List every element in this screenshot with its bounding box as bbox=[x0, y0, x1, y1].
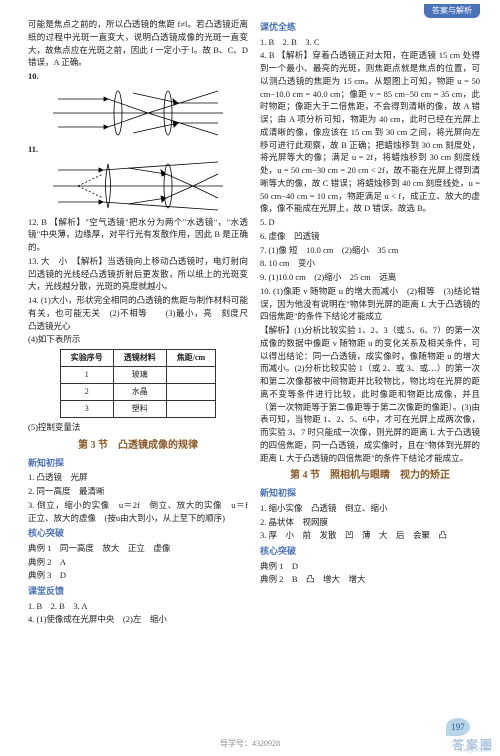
body-text: 典例 3 D bbox=[28, 569, 248, 582]
header-label: 答案与解析 bbox=[424, 4, 480, 18]
body-text: 10. (1)像距 v 随物距 u 的增大而减小 (2)相等 (3)结论错误，因… bbox=[260, 285, 480, 323]
body-text: 4. (1)使像成在光屏中央 (2)左 缩小 bbox=[28, 613, 248, 626]
body-text: 12. B 【解析】"空气透镜"把水分为两个"水透镜"，"水透镜"中央薄，边缘厚… bbox=[28, 216, 248, 254]
body-text: 典例 2 A bbox=[28, 556, 248, 569]
body-text: 4. B 【解析】穿着凸透镜正对太阳，在距透镜 15 cm 处得到一个最小、最亮… bbox=[260, 49, 480, 215]
left-column: 可能是焦点之前的，所以凸透镜的焦距 f≠l。若凸透镜近离纸的过程中光斑一直变大，… bbox=[28, 18, 248, 700]
watermark-sub: MXQE.COM bbox=[457, 747, 490, 756]
body-text: 典例 1 同一高度 放大 正立 虚像 bbox=[28, 542, 248, 555]
body-text: 1. B 2. B 3. A bbox=[28, 600, 248, 613]
experiment-table: 实验序号 透镜材料 焦距/cm 1 玻璃 2 水晶 3 塑料 bbox=[60, 349, 216, 418]
body-text: 3. 厚 小 前 发散 凹 薄 大 后 会聚 凸 bbox=[260, 529, 480, 542]
body-text: 6. 虚像 凹透镜 bbox=[260, 230, 480, 243]
sub-heading: 核心突破 bbox=[260, 545, 480, 559]
body-text: 1. B 2. B 3. C bbox=[260, 36, 480, 49]
sub-heading: 课堂反馈 bbox=[28, 585, 248, 599]
th: 焦距/cm bbox=[166, 350, 215, 367]
body-text: 2. 同一高度 最清晰 bbox=[28, 485, 248, 498]
sub-heading: 课优全练 bbox=[260, 21, 480, 35]
th: 实验序号 bbox=[60, 350, 113, 367]
th: 透镜材料 bbox=[113, 350, 166, 367]
body-text: 典例 2 B 凸 增大 增大 bbox=[260, 573, 480, 586]
td: 1 bbox=[60, 367, 113, 384]
body-text: 13. 大 小 【解析】当透镜向上移动凸透镜时，电灯射向凹透镜的光线经凸透镜折射… bbox=[28, 255, 248, 293]
footer-code: 导学号：4320928 bbox=[0, 738, 500, 750]
td: 2 bbox=[60, 384, 113, 401]
sub-heading: 新知初探 bbox=[260, 487, 480, 501]
page-number: 197 bbox=[446, 718, 470, 736]
td bbox=[166, 384, 215, 401]
td: 玻璃 bbox=[113, 367, 166, 384]
body-text: (5)控制变量法 bbox=[28, 421, 248, 434]
body-text: 8. 10 cm 变小 bbox=[260, 257, 480, 270]
td bbox=[166, 401, 215, 418]
page-content: 可能是焦点之前的，所以凸透镜的焦距 f≠l。若凸透镜近离纸的过程中光斑一直变大，… bbox=[0, 0, 500, 710]
body-text: 【解析】(1)分析比较实验 1、2、3（或 5、6、7）的第一次成像的数据中像距… bbox=[260, 324, 480, 464]
sub-heading: 核心突破 bbox=[28, 527, 248, 541]
right-column: 课优全练 1. B 2. B 3. C 4. B 【解析】穿着凸透镜正对太阳，在… bbox=[260, 18, 480, 700]
td: 3 bbox=[60, 401, 113, 418]
td: 塑料 bbox=[113, 401, 166, 418]
body-text: 9. (1)10.0 cm (2)缩小 25 cm 远离 bbox=[260, 271, 480, 284]
body-text: 14. (1)大小，形状完全相同的凸透镜的焦距与制作材料可能有关，也可能无关 (… bbox=[28, 294, 248, 332]
td bbox=[166, 367, 215, 384]
optics-diagram-10 bbox=[48, 87, 228, 139]
body-text: 可能是焦点之前的，所以凸透镜的焦距 f≠l。若凸透镜近离纸的过程中光斑一直变大，… bbox=[28, 18, 248, 69]
body-text: 5. D bbox=[260, 216, 480, 229]
body-text: 1. 缩小实像 凸透镜 倒立、缩小 bbox=[260, 502, 480, 515]
body-text: 1. 凸透镜 光屏 bbox=[28, 471, 248, 484]
section-title: 第 3 节 凸透镜成像的规律 bbox=[28, 438, 248, 453]
question-label: 11. bbox=[28, 143, 248, 156]
sub-heading: 新知初探 bbox=[28, 457, 248, 471]
body-text: 典例 1 D bbox=[260, 560, 480, 573]
body-text: (4)如下表所示 bbox=[28, 333, 248, 346]
section-title: 第 4 节 照相机与眼睛 视力的矫正 bbox=[260, 468, 480, 483]
question-label: 10. bbox=[28, 70, 248, 83]
td: 水晶 bbox=[113, 384, 166, 401]
optics-diagram-11 bbox=[48, 160, 228, 212]
body-text: 3. 倒立，缩小的实像 u＝2f 倒立、放大的实像 u＝f 正立、放大的虚像 (… bbox=[28, 499, 248, 525]
body-text: 7. (1)像 短 10.0 cm (2)缩小 35 cm bbox=[260, 244, 480, 257]
body-text: 2. 晶状体 视网膜 bbox=[260, 516, 480, 529]
